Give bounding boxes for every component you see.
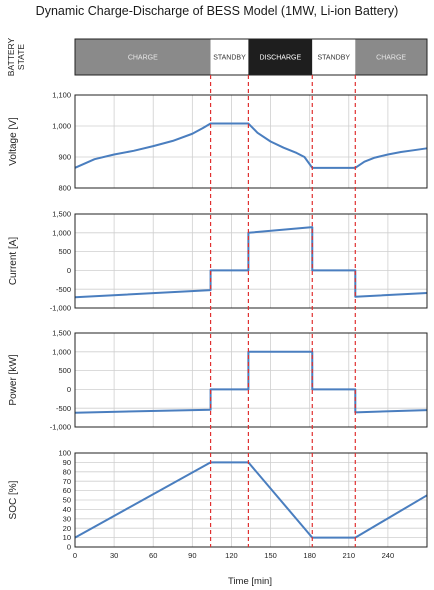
state-segment-2 (248, 39, 313, 75)
x-tick-label: 60 (149, 551, 157, 560)
y-axis-label: SOC [%] (8, 480, 19, 519)
y-tick-label: -500 (56, 404, 71, 413)
x-tick-label: 180 (303, 551, 316, 560)
x-tick-label: 150 (264, 551, 277, 560)
y-tick-label: 1,100 (52, 91, 71, 100)
x-tick-label: 210 (343, 551, 356, 560)
y-tick-label: 30 (63, 514, 71, 523)
x-tick-label: 120 (225, 551, 238, 560)
x-tick-label: 240 (382, 551, 395, 560)
plot-frame (74, 94, 428, 189)
state-segment-0 (75, 39, 211, 75)
state-segment-label-4: CHARGE (376, 55, 406, 62)
transition-markers (209, 75, 356, 547)
state-segment-label-2: DISCHARGE (260, 55, 302, 62)
y-tick-label: 1,500 (52, 329, 71, 338)
y-axis-label: Voltage [V] (8, 117, 19, 166)
y-tick-label: 0 (67, 385, 71, 394)
y-tick-label: 90 (63, 458, 71, 467)
y-tick-label: 0 (67, 543, 71, 552)
y-tick-label: -1,000 (50, 423, 71, 432)
y-tick-label: 1,000 (52, 347, 71, 356)
state-bar-label-word: STATE (16, 44, 26, 70)
state-bar-label-word: BATTERY (6, 37, 16, 76)
y-tick-label: 1,500 (52, 210, 71, 219)
state-segment-4 (355, 39, 427, 75)
x-tick-label: 0 (73, 551, 77, 560)
y-tick-label: -500 (56, 285, 71, 294)
state-segment-label-1: STANDBY (213, 55, 246, 62)
y-tick-label: 500 (58, 366, 71, 375)
y-tick-label: 1,000 (52, 228, 71, 237)
y-tick-label: 100 (58, 449, 71, 458)
y-tick-label: 0 (67, 266, 71, 275)
panel-2: -1,000 -500 0 500 1,000 1,500 Current [A] (8, 210, 428, 313)
plot-frame (74, 213, 428, 309)
y-tick-label: 80 (63, 467, 71, 476)
series-line (74, 122, 428, 169)
chart-title: Dynamic Charge-Discharge of BESS Model (… (36, 4, 399, 18)
y-tick-label: 60 (63, 486, 71, 495)
y-tick-label: 20 (63, 524, 71, 533)
state-segment-1 (210, 39, 249, 75)
y-tick-label: 900 (58, 153, 71, 162)
y-tick-label: 70 (63, 477, 71, 486)
state-segment-3 (312, 39, 356, 75)
series-line (74, 461, 428, 539)
plot-frame (74, 452, 428, 548)
y-tick-label: 500 (58, 247, 71, 256)
state-segment-label-3: STANDBY (318, 55, 351, 62)
y-tick-label: 10 (63, 533, 71, 542)
x-axis-label: Time [min] (228, 576, 272, 587)
plot-area (75, 333, 427, 427)
y-tick-label: 50 (63, 496, 71, 505)
y-axis-label: Power [kW] (8, 354, 19, 405)
panel-1: 800 900 1,000 1,100 Voltage [V] (8, 91, 428, 193)
y-tick-label: 1,000 (52, 122, 71, 131)
x-tick-label: 90 (188, 551, 196, 560)
state-segment-label-0: CHARGE (128, 55, 158, 62)
plot-area (75, 214, 427, 308)
x-tick-label: 30 (110, 551, 118, 560)
y-tick-label: 800 (58, 184, 71, 193)
state-bar-label: BATTERYSTATE (6, 37, 26, 76)
state-bar-frame (74, 38, 428, 76)
plot-frame (74, 332, 428, 428)
y-axis-label: Current [A] (8, 237, 19, 286)
y-tick-label: 40 (63, 505, 71, 514)
panel-3: -1,000 -500 0 500 1,000 1,500 Power [kW] (8, 329, 428, 432)
plot-area (75, 95, 427, 188)
x-axis: 0 30 60 90 120 150 180 210 240 (73, 551, 394, 560)
y-tick-label: -1,000 (50, 304, 71, 313)
battery-state-bar: CHARGE STANDBY DISCHARGE STANDBY CHARGE BATTE… (6, 37, 428, 76)
